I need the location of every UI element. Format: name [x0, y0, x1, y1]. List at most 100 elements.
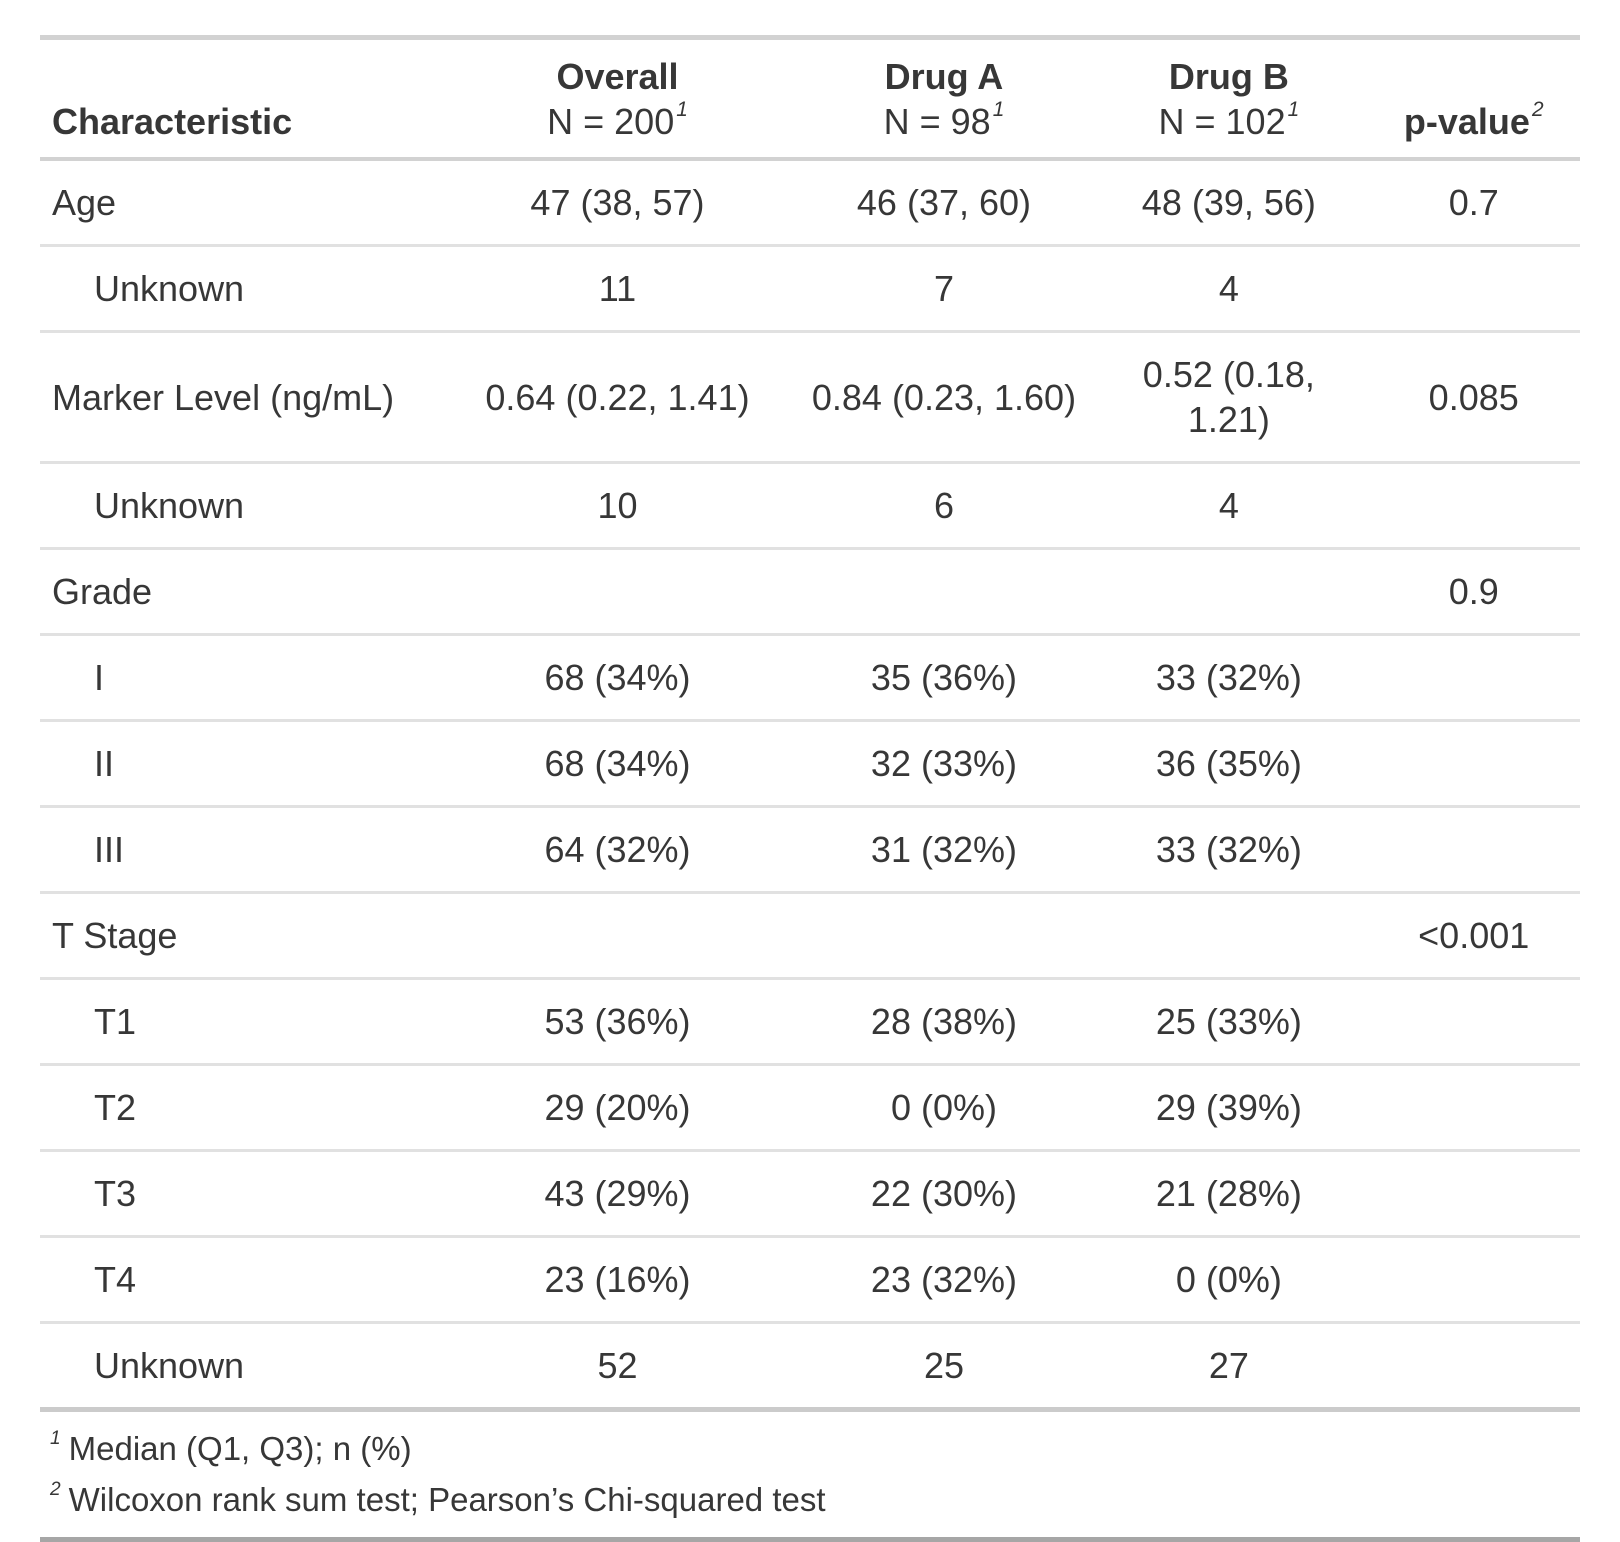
cell-overall: 47 (38, 57): [437, 159, 798, 247]
row-label: I: [40, 634, 438, 722]
table-row-grade-2: II 68 (34%) 32 (33%) 36 (35%): [40, 720, 1580, 808]
footnote-1: 1 Median (Q1, Q3); n (%): [50, 1428, 1570, 1469]
footnote-mark: 1: [1287, 97, 1300, 121]
column-n: N = 102: [1158, 101, 1286, 142]
row-label: Grade: [40, 548, 438, 636]
cell-drug-b: 27: [1090, 1322, 1368, 1412]
column-subtitle: N = 981: [808, 99, 1081, 144]
cell-p-value: [1367, 1322, 1580, 1412]
row-label: Marker Level (ng/mL): [40, 331, 438, 464]
cell-drug-a: 32 (33%): [797, 720, 1091, 808]
table-row-t3: T3 43 (29%) 22 (30%) 21 (28%): [40, 1150, 1580, 1238]
cell-drug-a: 46 (37, 60): [797, 159, 1091, 247]
table-row-t1: T1 53 (36%) 28 (38%) 25 (33%): [40, 978, 1580, 1066]
table-row-t2: T2 29 (20%) 0 (0%) 29 (39%): [40, 1064, 1580, 1152]
cell-drug-b: 25 (33%): [1090, 978, 1368, 1066]
column-subtitle: N = 2001: [447, 99, 787, 144]
footnote-text: Wilcoxon rank sum test; Pearson’s Chi-sq…: [68, 1481, 826, 1519]
cell-drug-b: [1090, 548, 1368, 636]
cell-p-value: 0.085: [1367, 331, 1580, 464]
cell-overall: 52: [437, 1322, 798, 1412]
column-title-text: p-value: [1403, 101, 1530, 142]
table-row-grade-3: III 64 (32%) 31 (32%) 33 (32%): [40, 806, 1580, 894]
column-subtitle: N = 1021: [1100, 99, 1357, 144]
column-header-p-value: p-value2: [1367, 35, 1580, 161]
cell-p-value: 0.7: [1367, 159, 1580, 247]
cell-drug-a: 0 (0%): [797, 1064, 1091, 1152]
column-header-drug-b: Drug B N = 1021: [1090, 35, 1368, 161]
cell-drug-b: 4: [1090, 245, 1368, 333]
table-row-grade-1: I 68 (34%) 35 (36%) 33 (32%): [40, 634, 1580, 722]
row-label: Unknown: [40, 462, 438, 550]
cell-drug-b: 0.52 (0.18, 1.21): [1090, 331, 1368, 464]
row-label: Unknown: [40, 245, 438, 333]
row-label: III: [40, 806, 438, 894]
header-row: Characteristic Overall N = 2001 Drug A N…: [40, 35, 1580, 161]
row-label: II: [40, 720, 438, 808]
cell-drug-a: 7: [797, 245, 1091, 333]
table-row-age-unknown: Unknown 11 7 4: [40, 245, 1580, 333]
cell-overall: 23 (16%): [437, 1236, 798, 1324]
cell-p-value: [1367, 1150, 1580, 1238]
summary-table: Characteristic Overall N = 2001 Drug A N…: [40, 35, 1580, 1542]
cell-overall: 0.64 (0.22, 1.41): [437, 331, 798, 464]
cell-p-value: 0.9: [1367, 548, 1580, 636]
cell-overall: 43 (29%): [437, 1150, 798, 1238]
cell-p-value: [1367, 245, 1580, 333]
cell-overall: [437, 892, 798, 980]
table-row-marker-level: Marker Level (ng/mL) 0.64 (0.22, 1.41) 0…: [40, 331, 1580, 464]
column-header-drug-a: Drug A N = 981: [797, 35, 1091, 161]
column-header-overall: Overall N = 2001: [437, 35, 798, 161]
table-footnotes: 1 Median (Q1, Q3); n (%) 2 Wilcoxon rank s…: [40, 1409, 1580, 1542]
cell-drug-b: 0 (0%): [1090, 1236, 1368, 1324]
cell-drug-a: [797, 548, 1091, 636]
table-row-t-stage: T Stage <0.001: [40, 892, 1580, 980]
cell-p-value: <0.001: [1367, 892, 1580, 980]
column-title: p-value2: [1377, 99, 1570, 144]
cell-p-value: [1367, 806, 1580, 894]
row-label: T1: [40, 978, 438, 1066]
cell-overall: 68 (34%): [437, 634, 798, 722]
cell-overall: 29 (20%): [437, 1064, 798, 1152]
cell-drug-a: 31 (32%): [797, 806, 1091, 894]
cell-drug-b: 36 (35%): [1090, 720, 1368, 808]
table-row-age: Age 47 (38, 57) 46 (37, 60) 48 (39, 56) …: [40, 159, 1580, 247]
cell-drug-a: 23 (32%): [797, 1236, 1091, 1324]
cell-drug-a: 28 (38%): [797, 978, 1091, 1066]
cell-p-value: [1367, 1236, 1580, 1324]
cell-overall: 68 (34%): [437, 720, 798, 808]
cell-drug-b: [1090, 892, 1368, 980]
cell-p-value: [1367, 462, 1580, 550]
cell-p-value: [1367, 634, 1580, 722]
column-title: Drug B: [1168, 56, 1289, 97]
footnote-mark: 2: [1531, 97, 1544, 121]
row-label: T Stage: [40, 892, 438, 980]
cell-overall: 11: [437, 245, 798, 333]
row-label: Unknown: [40, 1322, 438, 1412]
cell-drug-b: 4: [1090, 462, 1368, 550]
column-title: Overall: [556, 56, 679, 97]
row-label: T4: [40, 1236, 438, 1324]
footnote-row: 1 Median (Q1, Q3); n (%) 2 Wilcoxon rank s…: [40, 1409, 1580, 1542]
cell-drug-a: [797, 892, 1091, 980]
cell-overall: [437, 548, 798, 636]
row-label: Age: [40, 159, 438, 247]
column-n: N = 200: [547, 101, 675, 142]
footnote-mark: 1: [50, 1428, 61, 1450]
column-title: Drug A: [884, 56, 1004, 97]
cell-drug-b: 48 (39, 56): [1090, 159, 1368, 247]
column-header-characteristic: Characteristic: [40, 35, 438, 161]
row-label: T3: [40, 1150, 438, 1238]
cell-drug-b: 33 (32%): [1090, 806, 1368, 894]
column-title: Characteristic: [52, 101, 293, 142]
footnote-mark: 1: [676, 97, 688, 121]
table-row-marker-unknown: Unknown 10 6 4: [40, 462, 1580, 550]
cell-drug-b: 33 (32%): [1090, 634, 1368, 722]
footnote-mark: 2: [50, 1479, 61, 1501]
column-n: N = 98: [883, 101, 991, 142]
table-row-t-stage-unknown: Unknown 52 25 27: [40, 1322, 1580, 1412]
footnote-mark: 1: [992, 97, 1005, 121]
row-label: T2: [40, 1064, 438, 1152]
cell-drug-a: 6: [797, 462, 1091, 550]
